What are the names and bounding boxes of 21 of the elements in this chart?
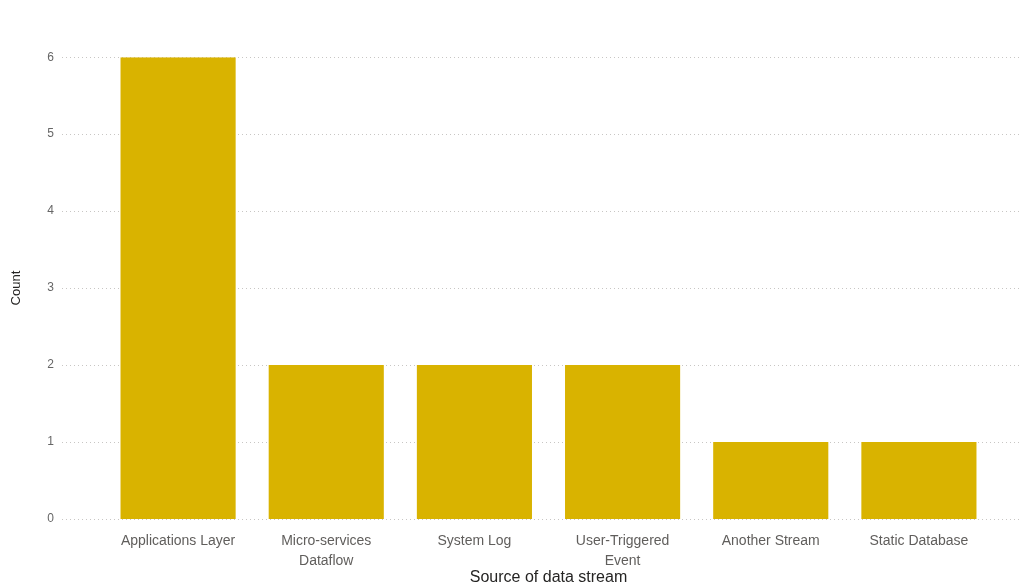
y-tick-label: 3 bbox=[47, 280, 55, 295]
y-tick-label: 4 bbox=[47, 203, 55, 218]
y-tick-label: 6 bbox=[47, 49, 55, 64]
bar bbox=[120, 57, 236, 519]
x-tick-label: Static Database bbox=[869, 532, 969, 549]
bar bbox=[861, 442, 977, 519]
x-tick-label: Applications Layer bbox=[120, 532, 236, 549]
y-tick-label: 2 bbox=[47, 357, 55, 372]
bar bbox=[268, 365, 384, 519]
y-tick-label: 5 bbox=[47, 126, 55, 141]
x-tick-label: Micro-services Dataflow bbox=[281, 532, 372, 569]
x-tick-label: User-Triggered Event bbox=[575, 532, 670, 569]
y-tick-label: 0 bbox=[47, 511, 55, 526]
y-tick-label: 1 bbox=[47, 434, 55, 449]
bar bbox=[565, 365, 681, 519]
bar bbox=[416, 365, 532, 519]
y-axis-title: Count bbox=[8, 270, 24, 306]
x-axis-title: Source of data stream bbox=[469, 567, 628, 585]
bar bbox=[713, 442, 829, 519]
x-tick-label: Another Stream bbox=[721, 532, 820, 549]
x-tick-label: System Log bbox=[437, 532, 512, 549]
